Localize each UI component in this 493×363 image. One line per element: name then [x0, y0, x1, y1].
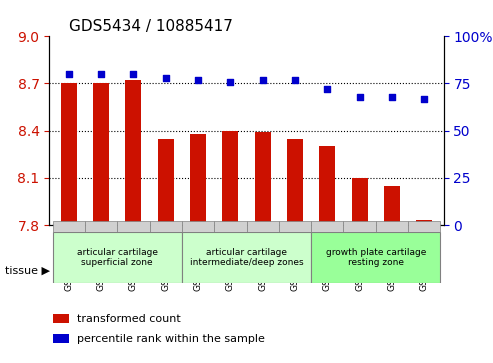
Point	[97, 71, 105, 77]
Text: articular cartilage
superficial zone: articular cartilage superficial zone	[77, 248, 158, 268]
FancyBboxPatch shape	[149, 221, 182, 232]
Bar	[287, 139, 303, 225]
FancyBboxPatch shape	[344, 221, 376, 232]
Bar	[61, 83, 77, 225]
Text: GDS5434 / 10885417: GDS5434 / 10885417	[69, 19, 233, 34]
Bar	[53, 314, 69, 323]
Point	[291, 77, 299, 83]
Bar	[190, 134, 206, 225]
Bar	[125, 80, 141, 225]
Text: percentile rank within the sample: percentile rank within the sample	[77, 334, 265, 344]
FancyBboxPatch shape	[182, 232, 311, 283]
FancyBboxPatch shape	[279, 221, 311, 232]
Bar	[352, 178, 368, 225]
FancyBboxPatch shape	[117, 221, 149, 232]
Point	[194, 77, 202, 83]
Bar	[158, 139, 174, 225]
Point	[323, 86, 331, 92]
Bar	[222, 131, 239, 225]
FancyBboxPatch shape	[311, 232, 440, 283]
FancyBboxPatch shape	[53, 221, 85, 232]
Point	[226, 79, 234, 85]
Bar	[93, 83, 109, 225]
Point	[356, 94, 364, 99]
FancyBboxPatch shape	[408, 221, 440, 232]
Point	[129, 71, 137, 77]
Text: transformed count: transformed count	[77, 314, 180, 324]
Bar	[53, 334, 69, 343]
Text: growth plate cartilage
resting zone: growth plate cartilage resting zone	[325, 248, 426, 268]
Text: articular cartilage
intermediate/deep zones: articular cartilage intermediate/deep zo…	[190, 248, 303, 268]
FancyBboxPatch shape	[311, 221, 344, 232]
Point	[259, 77, 267, 83]
FancyBboxPatch shape	[53, 232, 182, 283]
Point	[388, 94, 396, 99]
FancyBboxPatch shape	[85, 221, 117, 232]
FancyBboxPatch shape	[214, 221, 246, 232]
Bar	[384, 186, 400, 225]
FancyBboxPatch shape	[376, 221, 408, 232]
Bar	[319, 146, 335, 225]
Bar	[254, 132, 271, 225]
Point	[421, 96, 428, 102]
Point	[162, 75, 170, 81]
FancyBboxPatch shape	[246, 221, 279, 232]
Text: tissue ▶: tissue ▶	[5, 265, 50, 276]
Point	[65, 71, 72, 77]
Bar	[416, 220, 432, 225]
FancyBboxPatch shape	[182, 221, 214, 232]
